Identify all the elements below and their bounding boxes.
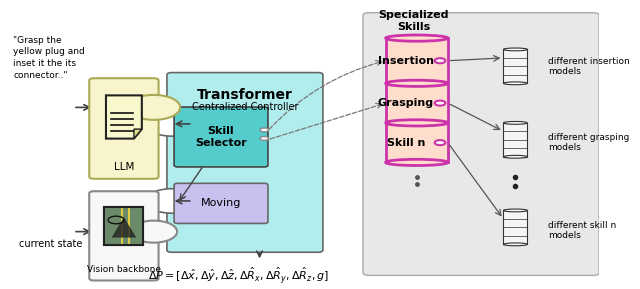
FancyBboxPatch shape <box>174 183 268 223</box>
FancyBboxPatch shape <box>89 78 159 179</box>
Polygon shape <box>106 95 142 139</box>
FancyBboxPatch shape <box>104 207 143 245</box>
Text: Insertion: Insertion <box>378 56 434 66</box>
Circle shape <box>435 101 445 106</box>
Text: Specialized
Skills: Specialized Skills <box>378 10 449 32</box>
Text: $\Delta P = [\Delta\hat{x}, \Delta\hat{y}, \Delta\hat{z}, \Delta\hat{R}_x, \Delt: $\Delta P = [\Delta\hat{x}, \Delta\hat{y… <box>148 265 330 286</box>
Bar <box>504 49 527 83</box>
Bar <box>504 210 527 244</box>
Circle shape <box>131 221 177 243</box>
Ellipse shape <box>504 121 527 124</box>
Text: Grasping: Grasping <box>378 98 434 108</box>
Ellipse shape <box>504 155 527 158</box>
Circle shape <box>260 136 269 140</box>
Ellipse shape <box>504 48 527 51</box>
Ellipse shape <box>386 80 448 86</box>
Text: different skill n
models: different skill n models <box>548 221 616 240</box>
Text: Vision backbone: Vision backbone <box>87 265 161 274</box>
Text: current state: current state <box>19 239 83 249</box>
Ellipse shape <box>386 35 448 41</box>
FancyBboxPatch shape <box>167 73 323 252</box>
Text: Centralized Controller: Centralized Controller <box>191 102 298 112</box>
Ellipse shape <box>504 82 527 85</box>
Circle shape <box>146 112 198 136</box>
Text: different insertion
models: different insertion models <box>548 57 630 76</box>
FancyBboxPatch shape <box>89 191 159 281</box>
Bar <box>386 38 448 162</box>
Circle shape <box>435 140 445 145</box>
Text: Moving: Moving <box>201 198 241 208</box>
Circle shape <box>260 128 269 132</box>
Ellipse shape <box>386 159 448 166</box>
FancyBboxPatch shape <box>104 207 143 245</box>
Text: Skill n: Skill n <box>387 138 425 148</box>
Text: Transformer: Transformer <box>197 88 293 102</box>
Circle shape <box>127 95 180 120</box>
Ellipse shape <box>504 243 527 246</box>
Ellipse shape <box>386 120 448 126</box>
FancyBboxPatch shape <box>174 107 268 167</box>
Circle shape <box>146 189 198 213</box>
Text: Skill
Selector: Skill Selector <box>195 126 247 148</box>
Polygon shape <box>134 129 142 139</box>
Ellipse shape <box>504 209 527 212</box>
Text: LLM: LLM <box>114 162 134 172</box>
Text: "Grasp the
yellow plug and
inset it the its
connector..": "Grasp the yellow plug and inset it the … <box>13 36 85 80</box>
Circle shape <box>435 58 445 63</box>
Text: different grasping
models: different grasping models <box>548 133 630 152</box>
Polygon shape <box>112 218 136 237</box>
Bar <box>504 123 527 157</box>
FancyBboxPatch shape <box>363 13 599 275</box>
